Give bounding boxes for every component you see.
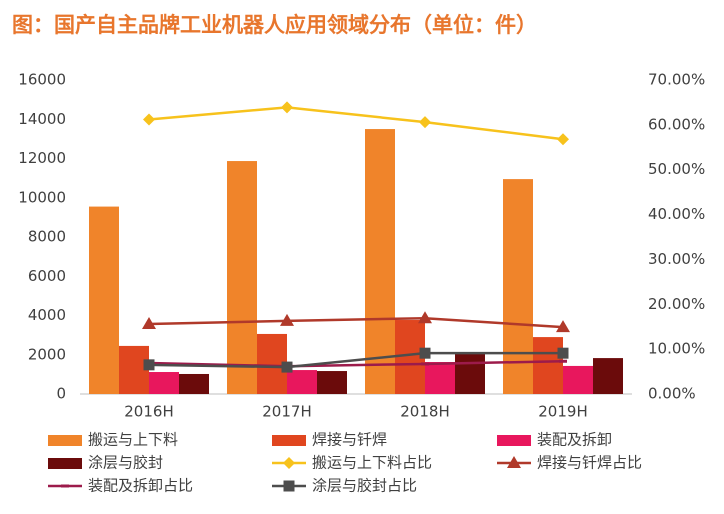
legend-marker [61, 484, 69, 488]
y-tick-label: 6000 [28, 267, 66, 285]
x-tick-label: 2016H [124, 403, 173, 421]
bar [287, 370, 317, 394]
bar [593, 358, 623, 394]
line-marker [559, 359, 567, 363]
y2-tick-label: 20.00% [648, 295, 705, 313]
y-tick-label: 16000 [18, 71, 66, 89]
line [148, 316, 564, 329]
chart-title: 图：国产自主品牌工业机器人应用领域分布（单位：件） [12, 13, 537, 37]
line-marker [143, 113, 155, 126]
y-tick-label: 4000 [28, 306, 66, 324]
y-tick-label: 10000 [18, 188, 66, 206]
legend-label: 涂层与胶封 [88, 454, 163, 472]
legend-label: 搬运与上下料占比 [312, 454, 432, 472]
y2-tick-label: 40.00% [648, 205, 705, 223]
bar [227, 161, 257, 394]
legend-swatch [48, 435, 82, 446]
line-marker [143, 359, 155, 371]
y2-tick-label: 70.00% [648, 71, 705, 89]
legend-label: 装配及拆卸 [537, 431, 612, 449]
bar [563, 365, 593, 394]
line-marker [281, 361, 293, 373]
legend-label: 焊接与钎焊 [312, 431, 387, 449]
bar [89, 206, 119, 394]
y-tick-label: 8000 [28, 228, 66, 246]
bar [317, 371, 347, 394]
bar [455, 352, 485, 394]
bar [533, 337, 563, 394]
bar [365, 129, 395, 394]
legend-marker [283, 457, 295, 469]
legend-swatch [48, 458, 82, 469]
line-marker [280, 313, 294, 326]
legend-label: 焊接与钎焊占比 [537, 454, 642, 472]
y2-tick-label: 10.00% [648, 340, 705, 358]
line-marker [419, 347, 431, 359]
line [148, 360, 564, 368]
bar [149, 372, 179, 394]
legend-label: 涂层与胶封占比 [312, 477, 417, 495]
y-tick-label: 0 [56, 385, 66, 403]
y2-tick-label: 50.00% [648, 160, 705, 178]
line-marker [281, 101, 293, 114]
legend-label: 搬运与上下料 [88, 431, 178, 449]
line [148, 106, 564, 141]
x-tick-label: 2017H [262, 403, 311, 421]
legend-label: 装配及拆卸占比 [88, 477, 193, 495]
line-marker [421, 362, 429, 366]
y2-tick-label: 30.00% [648, 250, 705, 268]
line-marker [557, 133, 569, 146]
line [148, 351, 563, 369]
legend-marker [507, 456, 521, 468]
legend-swatch [272, 435, 306, 446]
bar [179, 373, 209, 394]
x-tick-label: 2018H [400, 403, 449, 421]
bar [503, 179, 533, 394]
y-tick-label: 14000 [18, 110, 66, 128]
bar [425, 362, 455, 394]
legend-marker [283, 480, 295, 492]
line-marker [556, 320, 570, 333]
y2-tick-label: 60.00% [648, 115, 705, 133]
line-marker [418, 311, 432, 324]
y-tick-label: 2000 [28, 345, 66, 363]
x-tick-label: 2019H [538, 403, 587, 421]
legend-swatch [497, 435, 531, 446]
line-marker [557, 347, 569, 359]
y-tick-label: 12000 [18, 149, 66, 167]
line-marker [419, 116, 431, 129]
y2-tick-label: 0.00% [648, 385, 696, 403]
line-marker [142, 317, 156, 330]
